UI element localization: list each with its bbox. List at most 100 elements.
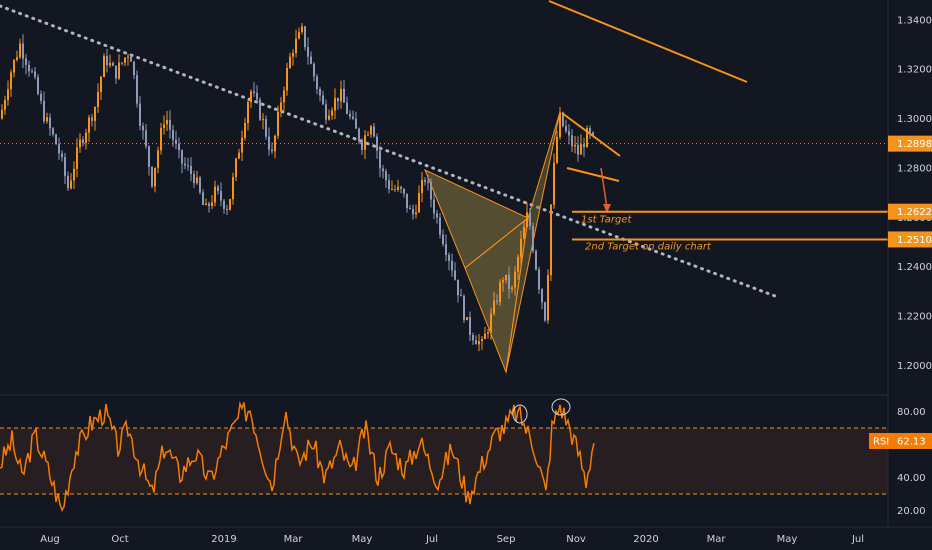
time-tick-label: Nov — [566, 534, 586, 545]
candle-body — [52, 128, 54, 135]
candle-body — [13, 59, 15, 73]
candle-body — [406, 193, 408, 209]
time-tick-label: Sep — [497, 534, 516, 545]
candle-body — [262, 118, 264, 120]
candle-body — [340, 88, 342, 102]
candle-body — [163, 124, 165, 129]
candle-body — [379, 150, 381, 169]
candle-body — [508, 274, 510, 290]
candle-body — [457, 279, 459, 296]
candle-body — [328, 115, 330, 120]
candle-body — [412, 208, 414, 215]
candle-body — [322, 95, 324, 105]
price-badge-label: 1.25101 — [897, 235, 932, 246]
price-badge-label: 1.26224 — [897, 207, 932, 218]
candle-body — [43, 100, 45, 122]
candle-body — [400, 186, 402, 189]
time-axis[interactable]: Aug Oct 2019 Mar May Jul Sep Nov 2020 Mar May Jul — [40, 534, 864, 545]
candle-body — [280, 102, 282, 112]
candle-body — [559, 112, 561, 137]
candle-body — [61, 153, 63, 158]
rsi-peak-circle-2 — [551, 398, 571, 416]
wedge-upper-line — [561, 112, 621, 157]
candle-body — [199, 177, 201, 193]
candle-body — [529, 212, 531, 227]
candle-body — [421, 179, 423, 194]
candle-body — [571, 135, 573, 147]
candle-body — [37, 77, 39, 94]
rsi-peak-circle-1 — [512, 404, 528, 424]
candle-body — [31, 71, 33, 73]
price-pane: 1st Target 2nd Target on daily chart — [0, 0, 888, 374]
rsi-axis[interactable]: 80.00 40.00 20.00 — [897, 407, 926, 517]
candle-body — [562, 112, 564, 127]
candle-body — [346, 102, 348, 114]
candle-body — [349, 113, 351, 117]
candle-body — [49, 117, 51, 129]
candle-body — [514, 271, 516, 288]
candle-body — [355, 118, 357, 129]
candle-body — [10, 72, 12, 90]
price-badge — [888, 203, 932, 220]
candle-body — [442, 234, 444, 245]
candle-body — [583, 144, 585, 148]
candle-body — [589, 128, 591, 133]
candle-body — [88, 117, 90, 133]
time-tick-label: Jul — [425, 534, 438, 545]
candle-body — [337, 97, 339, 102]
candle-body — [301, 26, 303, 32]
candle-body — [430, 181, 432, 200]
candle-body — [427, 181, 429, 183]
levels: 1st Target 2nd Target on daily chart — [572, 210, 888, 252]
candle-body — [418, 193, 420, 213]
candle-body — [34, 71, 36, 78]
rsi-badge-value: 62.13 — [897, 436, 926, 447]
candle-body — [415, 212, 417, 215]
candle-body — [295, 38, 297, 53]
candle-body — [196, 177, 198, 184]
candle-body — [148, 146, 150, 167]
candle-body — [268, 136, 270, 150]
candle-body — [46, 117, 48, 122]
candle-body — [40, 93, 42, 101]
time-tick-label: Jul — [851, 534, 864, 545]
candle-body — [490, 313, 492, 333]
candle-body — [142, 125, 144, 131]
candle-body — [553, 162, 555, 205]
candle-body — [325, 104, 327, 120]
rsi-tick-label: 20.00 — [897, 506, 926, 517]
candle-body — [373, 126, 375, 137]
candle-body — [289, 56, 291, 68]
candle-body — [493, 300, 495, 314]
candle-body — [109, 63, 111, 66]
candle-body — [520, 238, 522, 258]
candle-body — [94, 107, 96, 121]
wedge-lower-line — [566, 167, 620, 182]
candle-body — [253, 91, 255, 94]
target-arrow-head — [603, 204, 611, 213]
candle-body — [307, 46, 309, 57]
candle-body — [130, 56, 132, 62]
candle-body — [181, 150, 183, 164]
candle-body — [154, 167, 156, 187]
candle-body — [397, 186, 399, 190]
price-tick-label: 1.22000 — [897, 312, 932, 323]
candle-body — [499, 282, 501, 303]
candle-body — [313, 63, 315, 77]
candle-body — [304, 26, 306, 47]
candle-body — [238, 152, 240, 159]
candle-body — [286, 67, 288, 91]
candle-body — [205, 203, 207, 205]
candle-body — [532, 226, 534, 251]
candle-body — [136, 75, 138, 104]
price-tick-label: 1.32000 — [897, 65, 932, 76]
candle-body — [358, 128, 360, 142]
candle-body — [466, 317, 468, 321]
candle-body — [565, 126, 567, 132]
candle-body — [256, 93, 258, 100]
candle-body — [505, 274, 507, 281]
candle-body — [202, 192, 204, 205]
candle-body — [55, 134, 57, 145]
